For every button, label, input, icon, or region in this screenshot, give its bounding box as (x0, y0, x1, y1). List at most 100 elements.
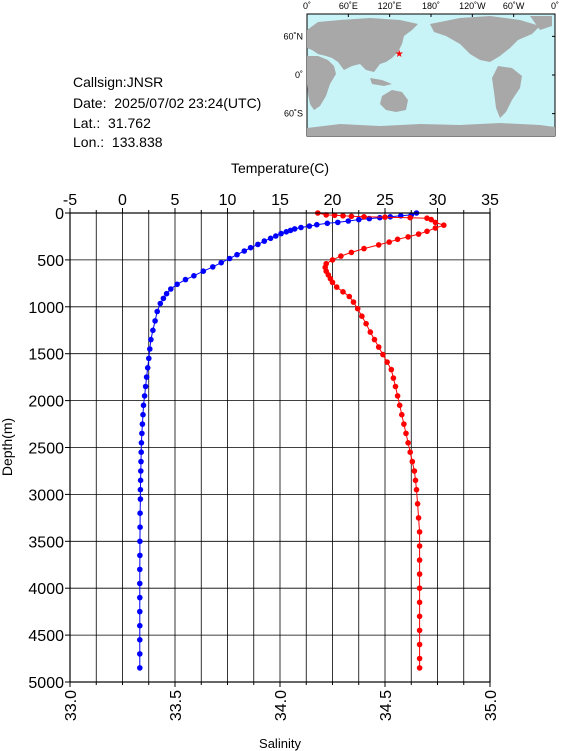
temperature-point (138, 440, 145, 446)
salinity-point (416, 627, 423, 634)
salinity-point (416, 543, 423, 549)
y-tick-label: 3000 (28, 487, 64, 504)
map-lon-tick: 120˚W (459, 1, 486, 11)
temperature-point (137, 637, 143, 643)
salinity-point (361, 214, 367, 220)
temperature-point (137, 477, 144, 484)
bottom-tick-label: 35.0 (483, 690, 500, 721)
salinity-point (411, 468, 418, 474)
y-tick-label: 5000 (28, 675, 64, 692)
salinity-point (441, 222, 447, 228)
temperature-point (137, 538, 143, 545)
salinity-point (405, 440, 411, 446)
temperature-point (273, 233, 279, 239)
lon-line: Lon.: 133.838 (73, 134, 163, 150)
callsign-label: Callsign: (73, 74, 127, 90)
salinity-point (399, 411, 405, 418)
map-lat-tick: 0˚ (295, 70, 303, 80)
land-antarctica (307, 123, 555, 136)
salinity-point (415, 231, 422, 237)
temperature-point (137, 622, 143, 629)
salinity-point (407, 214, 414, 221)
salinity-point (390, 375, 397, 381)
salinity-point (413, 486, 420, 493)
temperature-point (335, 219, 341, 226)
salinity-point (333, 284, 340, 290)
temperature-point (139, 430, 145, 437)
temperature-point (306, 223, 313, 229)
y-tick-label: 3500 (28, 534, 64, 551)
salinity-point (396, 402, 403, 409)
temperature-point (139, 421, 146, 427)
salinity-point (416, 557, 423, 563)
callsign-value: JNSR (126, 74, 164, 90)
salinity-point (375, 242, 382, 248)
temperature-point (138, 468, 144, 474)
temperature-point (163, 290, 170, 297)
salinity-point (375, 344, 382, 350)
salinity-point (424, 215, 430, 221)
temperature-point (387, 214, 394, 220)
temperature-point (377, 214, 383, 221)
temperature-point (143, 374, 150, 380)
lon-value: 133.838 (111, 134, 163, 150)
lat-value: 31.762 (108, 115, 151, 131)
map-lon-tick: 60˚W (503, 1, 525, 11)
salinity-point (323, 268, 330, 275)
land-south-america (492, 66, 522, 118)
salinity-point (346, 293, 353, 300)
map-lon-tick: 0˚ (551, 1, 559, 11)
y-tick-label: 500 (37, 253, 64, 270)
salinity-point (401, 421, 407, 427)
salinity-point (416, 665, 423, 671)
salinity-point (405, 234, 411, 240)
temperature-point (138, 449, 144, 456)
y-axis-label: Depth(m) (0, 418, 15, 476)
salinity-point (412, 477, 419, 484)
land-africa (307, 56, 336, 110)
salinity-point (416, 641, 423, 648)
salinity-profile-line (317, 212, 446, 668)
temperature-point (137, 580, 143, 587)
temperature-point (366, 215, 373, 222)
temperature-point (137, 566, 143, 573)
bottom-tick-label: 34.0 (273, 690, 290, 721)
salinity-point (380, 351, 386, 358)
top-tick-label: 30 (429, 192, 447, 209)
salinity-point (416, 599, 423, 606)
date-value: 2025/07/02 23:24(UTC) (114, 95, 262, 111)
salinity-point (361, 245, 367, 252)
salinity-point (382, 214, 388, 220)
salinity-point (340, 213, 346, 219)
map-lon-tick: 120˚E (378, 1, 402, 11)
temperature-point (408, 212, 415, 218)
salinity-point (392, 383, 399, 390)
y-tick-label: 4000 (28, 581, 64, 598)
temperature-point (324, 220, 331, 227)
temperature-point (137, 552, 143, 559)
temperature-point (413, 210, 420, 216)
lon-label: Lon.: (73, 134, 105, 150)
salinity-point (416, 529, 423, 535)
temperature-point (150, 327, 156, 334)
chart-grid (69, 212, 491, 683)
temperature-point (255, 241, 261, 248)
temperature-profile-line (139, 212, 417, 668)
salinity-point (416, 655, 423, 662)
temperature-point (137, 665, 143, 671)
salinity-point (394, 236, 401, 243)
temperature-point (160, 295, 167, 302)
salinity-point (338, 253, 344, 259)
map-lon-tick: 0˚ (303, 1, 311, 11)
salinity-point (367, 329, 374, 335)
land-greenland (530, 16, 552, 30)
salinity-point (394, 393, 401, 399)
lat-line: Lat.: 31.762 (73, 115, 151, 131)
temperature-point (137, 651, 143, 657)
y-tick-label: 1000 (28, 300, 64, 317)
star-icon: ★ (395, 49, 404, 60)
salinity-point (432, 219, 439, 226)
salinity-point (388, 366, 395, 373)
salinity-point (359, 313, 365, 320)
land-indonesia (370, 78, 392, 86)
